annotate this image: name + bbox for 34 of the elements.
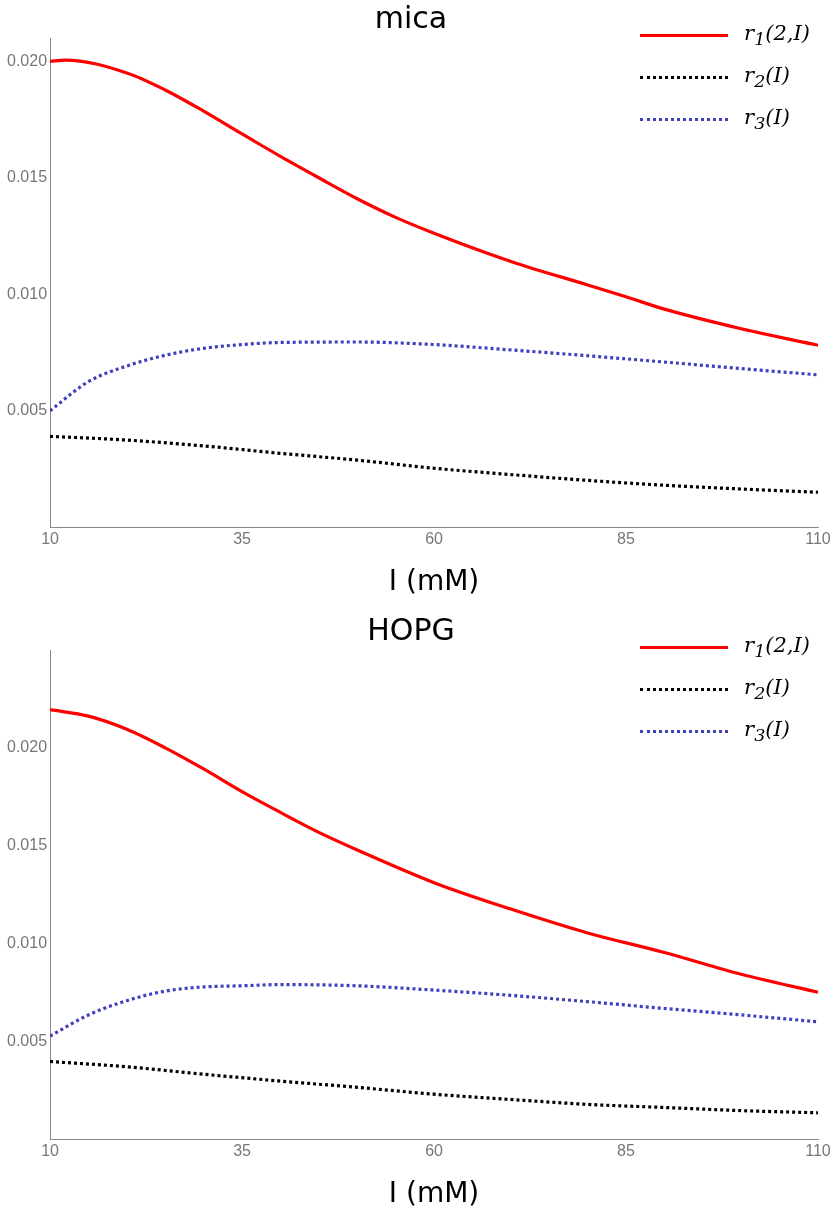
legend-label: r$_{3}$(I) <box>744 104 790 134</box>
x-tick-label: 110 <box>805 530 831 548</box>
legend-label: r$_{1}$(2,I) <box>744 20 810 50</box>
legend-label: r$_{2}$(I) <box>744 62 790 92</box>
x-tick-label: 85 <box>617 530 636 548</box>
x-axis-title: I (mM) <box>388 564 480 598</box>
legend-label: r$_{2}$(I) <box>744 674 790 704</box>
x-tick-label: 110 <box>805 1142 831 1160</box>
y-tick-label: 0.020 <box>6 51 48 69</box>
x-tick-label: 10 <box>41 1142 60 1160</box>
y-tick-label: 0.005 <box>6 401 48 419</box>
y-tick-label: 0.010 <box>6 933 48 951</box>
x-tick-label: 85 <box>617 1142 636 1160</box>
x-tick-label: 35 <box>233 1142 252 1160</box>
line-series <box>50 58 818 347</box>
line-series <box>50 708 818 994</box>
y-tick-label: 0.010 <box>6 284 48 302</box>
x-tick-label: 35 <box>233 530 252 548</box>
y-tick-label: 0.005 <box>6 1031 48 1049</box>
chart-title: mica <box>374 0 448 35</box>
line-series <box>50 434 818 494</box>
x-tick-label: 60 <box>425 1142 444 1160</box>
line-series <box>50 1059 818 1115</box>
x-tick-label: 10 <box>41 530 60 548</box>
y-tick-label: 0.015 <box>6 168 48 186</box>
x-tick-label: 60 <box>425 530 444 548</box>
x-axis-title: I (mM) <box>388 1176 480 1210</box>
line-series <box>50 340 818 413</box>
legend-label: r$_{1}$(2,I) <box>744 632 810 662</box>
legend-label: r$_{3}$(I) <box>744 716 790 746</box>
chart-title: HOPG <box>367 611 455 647</box>
y-tick-label: 0.020 <box>6 738 48 756</box>
y-tick-label: 0.015 <box>6 836 48 854</box>
line-series <box>50 983 818 1038</box>
